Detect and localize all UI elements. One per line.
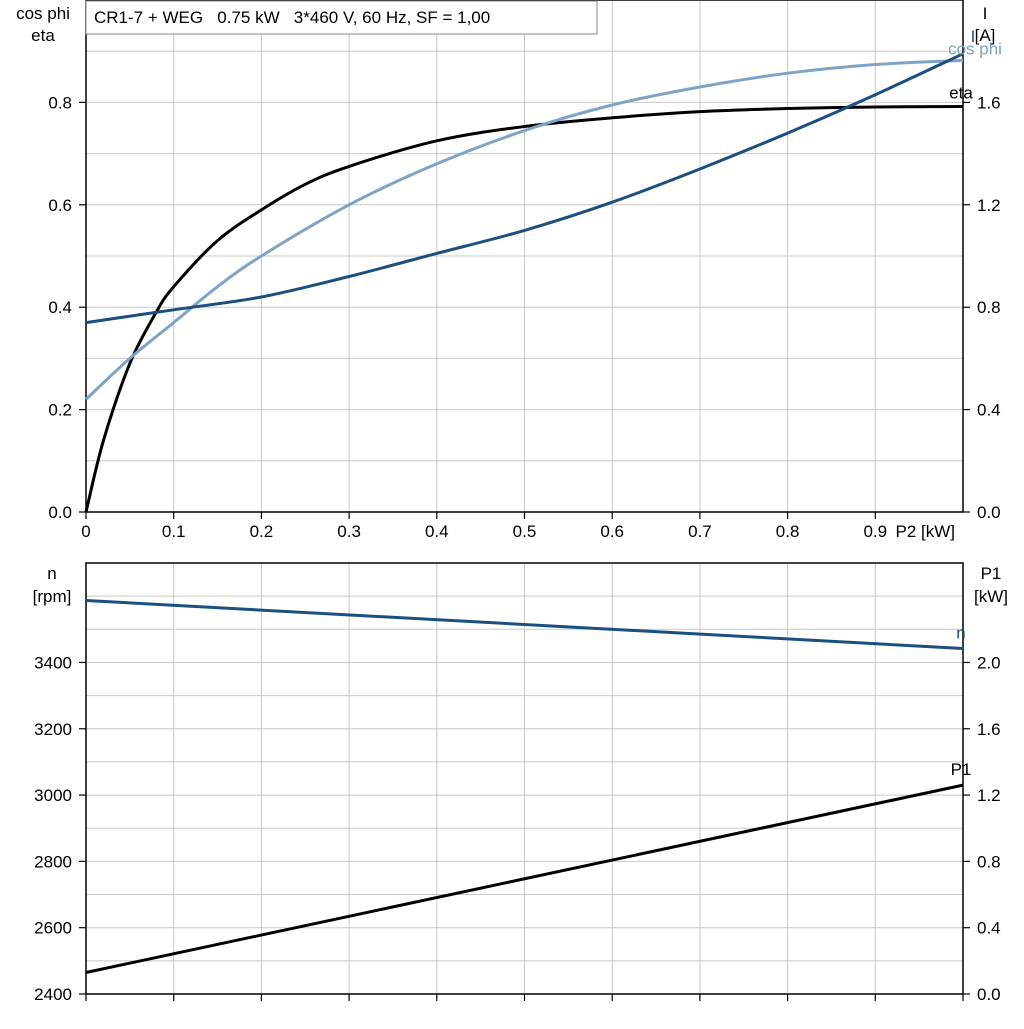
- top-right-y-tick-label: 1.2: [977, 196, 1001, 215]
- top-right-y-tick-label: 0.4: [977, 401, 1001, 420]
- top-left-y-tick-label: 0.8: [48, 93, 72, 112]
- x-tick-label: 0.8: [776, 522, 800, 541]
- bottom-left-y-tick-label: 2600: [34, 919, 72, 938]
- bottom-right-y-tick-label: 1.2: [977, 786, 1001, 805]
- x-tick-label: 0.4: [425, 522, 449, 541]
- bottom-right-y-tick-label: 1.6: [977, 720, 1001, 739]
- bottom-right-y-tick-label: 0.0: [977, 985, 1001, 1004]
- top-right-axis-label-line1: I: [983, 4, 988, 23]
- bottom-right-y-tick-label: 0.8: [977, 852, 1001, 871]
- series-line-I: [85, 52, 964, 325]
- bottom-left-y-tick-label: 3400: [34, 653, 72, 672]
- bottom-left-axis-label-line2: [rpm]: [33, 587, 72, 606]
- bottom-axis-ticks: 2400 2600 2800 3000 3200 3400 0.0 0.4 0.8 1.2 1.6 2…: [34, 653, 1000, 1004]
- top-left-y-tick-label: 0.4: [48, 298, 72, 317]
- top-right-y-tick-label: 1.6: [977, 93, 1001, 112]
- x-tick-label: 0.2: [250, 522, 274, 541]
- top-right-y-tick-label: 0.8: [977, 298, 1001, 317]
- bottom-right-axis-label-line2: [kW]: [974, 587, 1008, 606]
- top-right-axis-label-line2: [A]: [975, 26, 996, 45]
- top-left-y-tick-label: 0.6: [48, 196, 72, 215]
- series-label-n: n: [956, 624, 965, 643]
- series-line-cos-phi: [84, 58, 964, 401]
- series-label-I: I: [971, 27, 976, 46]
- series-label-P1: P1: [951, 760, 972, 779]
- bottom-left-y-tick-label: 3000: [34, 786, 72, 805]
- x-tick-label: 0.9: [863, 522, 887, 541]
- top-left-axis-label-line2: eta: [31, 26, 55, 45]
- x-tick-label: 0.1: [162, 522, 186, 541]
- top-left-y-tick-label: 0.0: [48, 503, 72, 522]
- top-grid: [86, 0, 964, 512]
- chart-title-box: [85, 0, 598, 35]
- bottom-right-y-tick-label: 2.0: [977, 653, 1001, 672]
- series-line-eta: [84, 105, 964, 513]
- x-tick-label: 0.7: [688, 522, 712, 541]
- x-axis-label: P2 [kW]: [895, 522, 955, 541]
- series-line-P1: [85, 783, 964, 974]
- top-left-y-tick-label: 0.2: [48, 401, 72, 420]
- x-tick-label: 0: [81, 522, 90, 541]
- bottom-left-y-tick-label: 2400: [34, 985, 72, 1004]
- bottom-grid: [86, 563, 964, 994]
- x-tick-label: 0.3: [337, 522, 361, 541]
- bottom-left-y-tick-label: 3200: [34, 720, 72, 739]
- bottom-right-axis-label-line1: P1: [981, 564, 1002, 583]
- series-label-eta: eta: [949, 83, 973, 102]
- bottom-series-group: n P1: [85, 599, 972, 974]
- x-tick-label: 0.6: [600, 522, 624, 541]
- top-axis-ticks: 0 0.1 0.2 0.3 0.4 0.5 0.6 0.7 0.8 0.9 0.0 0.2 0.4 0.6…: [48, 93, 1000, 541]
- chart-title: CR1-7 + WEG 0.75 kW 3*460 V, 60 Hz, SF =…: [94, 8, 490, 27]
- bottom-left-y-tick-label: 2800: [34, 852, 72, 871]
- bottom-right-y-tick-label: 0.4: [977, 919, 1001, 938]
- bottom-left-axis-label-line1: n: [47, 564, 56, 583]
- series-label-cos-phi: cos phi: [948, 39, 1002, 58]
- x-tick-label: 0.5: [513, 522, 537, 541]
- top-right-y-tick-label: 0.0: [977, 503, 1001, 522]
- top-left-axis-label-line1: cos phi: [16, 4, 70, 23]
- series-line-n: [85, 599, 964, 650]
